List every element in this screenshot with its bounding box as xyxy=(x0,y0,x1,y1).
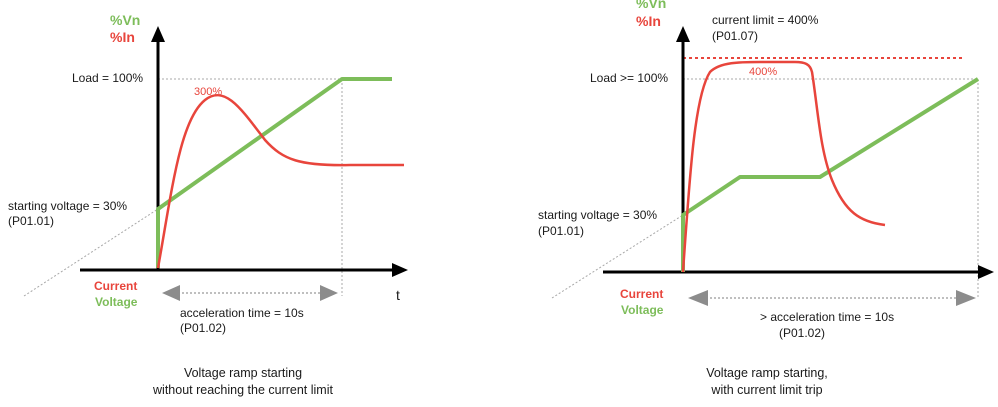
right-start-voltage-label: starting voltage = 30% xyxy=(538,208,657,222)
right-axis-label-voltage: %Vn xyxy=(636,0,666,11)
right-legend-current: Current xyxy=(620,287,663,301)
left-y-axis-arrowhead xyxy=(151,26,165,42)
right-current-curve xyxy=(681,60,886,273)
right-extrapolation-guide xyxy=(551,214,684,299)
right-y-axis-arrowhead xyxy=(676,26,690,42)
left-peak-label: 300% xyxy=(194,86,222,98)
left-caption-line1: Voltage ramp starting xyxy=(184,366,302,380)
right-x-axis-arrowhead xyxy=(978,265,994,279)
left-legend-current: Current xyxy=(94,279,137,293)
left-diagram: %Vn %In Load = 100% 300% starting voltag… xyxy=(8,12,408,397)
right-voltage-curve xyxy=(681,77,980,272)
right-start-voltage-param: (P01.01) xyxy=(538,224,584,238)
left-accel-arrow-start xyxy=(162,285,180,301)
right-peak-label: 400% xyxy=(749,66,777,78)
left-axis-label-current: %In xyxy=(110,29,135,45)
right-accel-arrow-end xyxy=(956,290,976,306)
right-diagram: %Vn %In current limit = 400% (P01.07) 40… xyxy=(538,0,994,397)
left-load-label: Load = 100% xyxy=(72,71,143,85)
right-accel-arrow-start xyxy=(688,290,708,306)
right-legend-voltage: Voltage xyxy=(621,303,664,317)
right-accel-param: (P01.02) xyxy=(779,326,825,340)
right-caption-line1: Voltage ramp starting, xyxy=(706,366,828,380)
left-voltage-curve xyxy=(156,77,392,268)
right-accel-label: > acceleration time = 10s xyxy=(760,310,894,324)
right-caption-line2: with current limit trip xyxy=(710,383,822,397)
right-limit-param: (P01.07) xyxy=(712,29,758,43)
left-start-voltage-param: (P01.01) xyxy=(8,214,54,228)
right-load-label: Load >= 100% xyxy=(590,71,668,85)
left-caption-line2: without reaching the current limit xyxy=(152,383,333,397)
right-axis-label-current: %In xyxy=(636,13,661,29)
left-extrapolation-guide xyxy=(23,208,159,297)
left-x-axis-arrowhead xyxy=(392,263,408,277)
left-start-voltage-label: starting voltage = 30% xyxy=(8,199,127,213)
left-time-axis-label: t xyxy=(396,287,400,303)
left-accel-label: acceleration time = 10s xyxy=(180,306,304,320)
right-limit-label: current limit = 400% xyxy=(712,13,819,27)
left-axis-label-voltage: %Vn xyxy=(110,12,140,28)
left-current-curve xyxy=(156,93,404,269)
left-legend-voltage: Voltage xyxy=(95,295,138,309)
left-accel-arrow-end xyxy=(320,285,338,301)
left-accel-param: (P01.02) xyxy=(180,321,226,335)
